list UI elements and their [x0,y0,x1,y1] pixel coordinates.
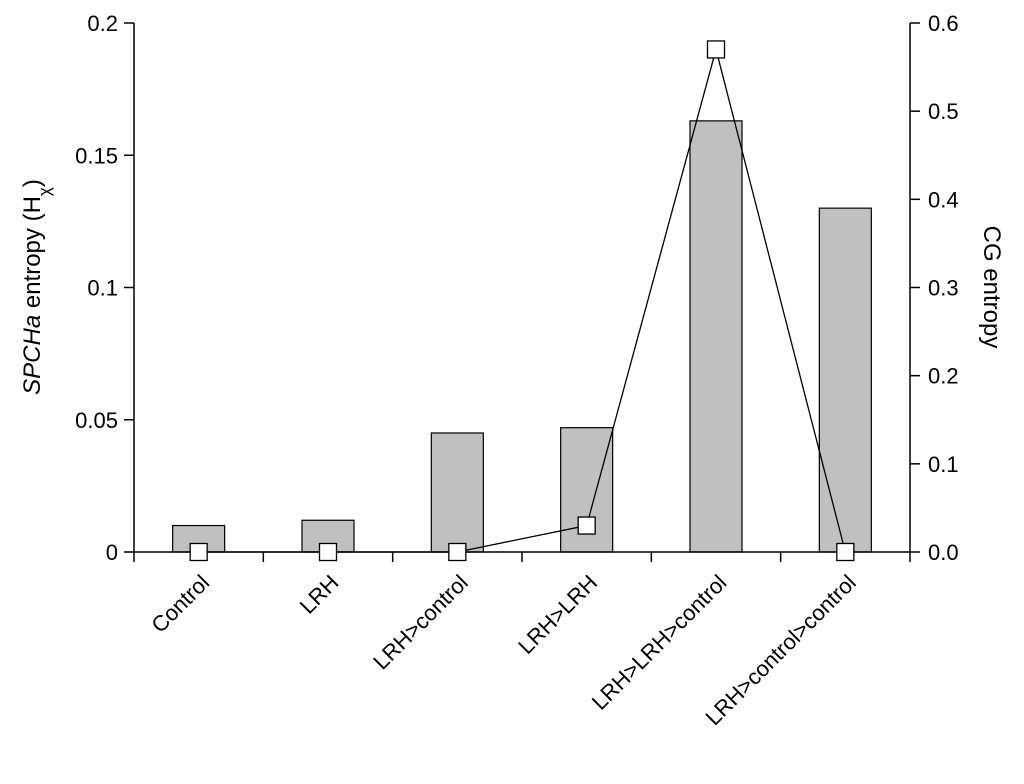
right-tick-label-0: 0.0 [928,540,959,565]
category-label-0: Control [146,570,214,638]
cg-line [198,46,846,553]
right-axis-title: CG entropy [978,226,1005,349]
left-tick-label-0: 0 [106,540,118,565]
bar-5 [818,207,872,553]
ticks-layer: 0 0.05 0.1 0.15 0.2 0.0 0.1 0.2 0.3 0.4 0.5 0.6 [75,11,958,565]
left-tick-label-1: 0.05 [75,408,118,433]
category-label-1: LRH [295,570,344,619]
right-tick-label-3: 0.3 [928,276,959,301]
category-label-3: LRH>LRH [513,570,602,659]
right-tick-label-4: 0.4 [928,187,959,212]
cg-point-3 [577,516,596,535]
right-tick-label-5: 0.5 [928,99,959,124]
right-tick-label-1: 0.1 [928,452,959,477]
labels-layer: Control LRH LRH>control LRH>LRHLRH>LRH>cont… [146,570,860,730]
category-label-2: LRH>control [368,570,473,675]
left-tick-label-2: 0.1 [87,276,118,301]
bar-2 [430,432,484,553]
left-axis-title-sub: χ [35,187,54,196]
left-tick-label-4: 0.2 [87,11,118,36]
line-layer [189,40,855,562]
right-tick-label-6: 0.6 [928,11,959,36]
left-axis-title-end: ) [19,179,46,187]
left-axis-title-main: entropy (H [19,196,46,315]
right-tick-label-2: 0.2 [928,364,959,389]
category-label-4: LRH>LRH>control [587,570,732,715]
bar-4 [689,120,743,553]
cg-point-4 [706,40,726,59]
axes-layer [133,23,911,553]
bar-3 [560,427,614,553]
left-axis-title: SPCHa entropy (Hχ) [19,179,54,395]
left-axis-title-spch: SPCHa [19,315,46,395]
cg-point-0 [189,542,208,562]
left-tick-label-3: 0.15 [75,143,118,168]
bars-layer [172,120,872,553]
cg-point-5 [836,542,855,562]
cg-point-1 [318,542,338,562]
cg-point-2 [448,542,467,562]
